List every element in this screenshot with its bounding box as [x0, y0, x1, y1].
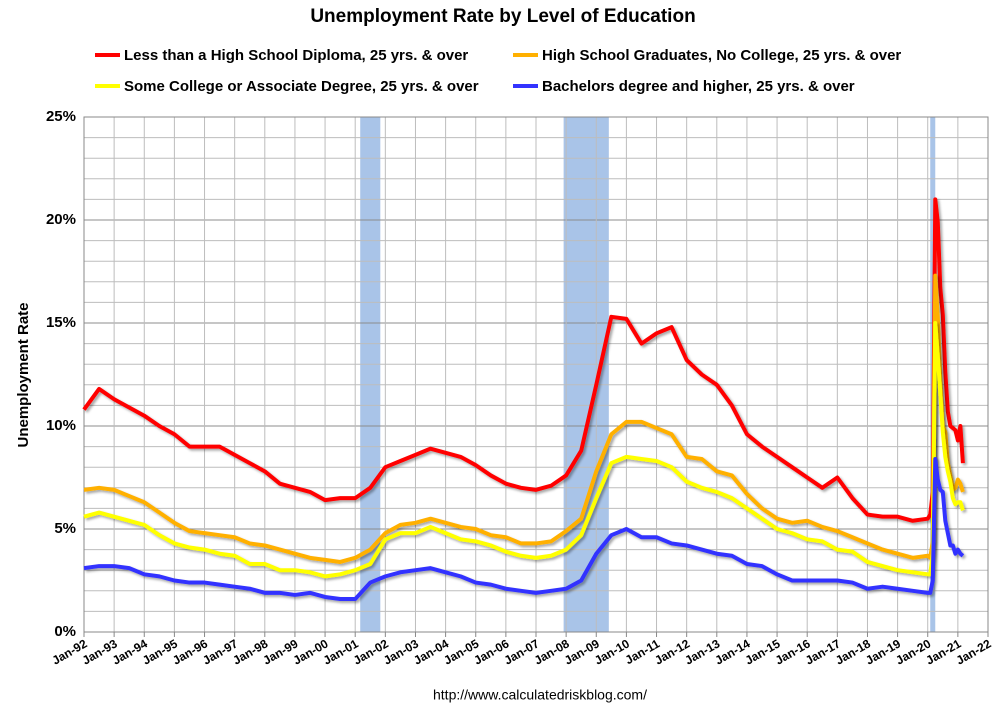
legend-label: Bachelors degree and higher, 25 yrs. & o… — [542, 78, 855, 95]
recession-band — [360, 117, 381, 632]
y-tick-label: 20% — [46, 211, 76, 228]
y-tick-label: 15% — [46, 314, 76, 331]
source-note: http://www.calculatedriskblog.com/ — [433, 687, 647, 703]
y-tick-label: 25% — [46, 108, 76, 125]
y-axis-label: Unemployment Rate — [15, 302, 32, 447]
y-tick-label: 0% — [54, 623, 76, 640]
recession-band — [563, 117, 609, 632]
y-tick-label: 5% — [54, 520, 76, 537]
legend-label: Less than a High School Diploma, 25 yrs.… — [124, 47, 468, 64]
legend-label: Some College or Associate Degree, 25 yrs… — [124, 78, 479, 95]
legend-label: High School Graduates, No College, 25 yr… — [542, 47, 901, 64]
series-line — [83, 456, 965, 602]
chart-title: Unemployment Rate by Level of Education — [310, 6, 695, 27]
y-tick-label: 10% — [46, 417, 76, 434]
